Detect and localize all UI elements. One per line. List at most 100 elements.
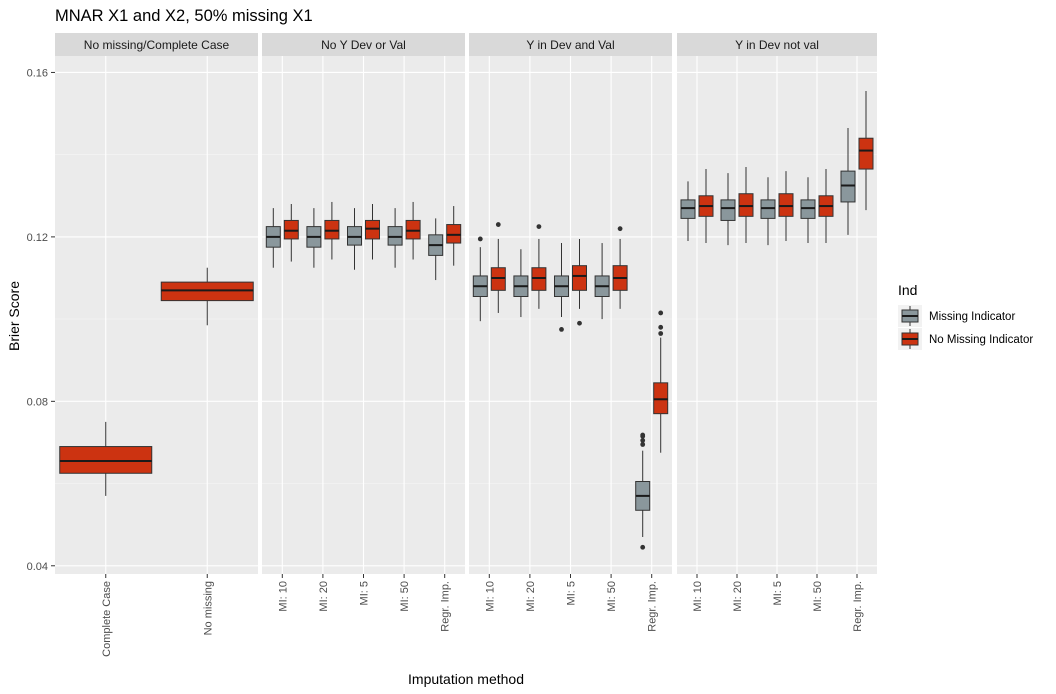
boxplot-mi: [513, 249, 529, 318]
x-tick-label: MI: 10: [484, 581, 496, 612]
facet-panel: Y in Dev and Val MI: 10 MI: 20 MI: 5 MI: 50 R…: [469, 33, 672, 632]
boxplot-nomi: [778, 171, 794, 241]
x-tick-label: MI: 20: [318, 581, 330, 612]
boxplot-nomi: [818, 169, 834, 244]
legend-entry-label: No Missing Indicator: [929, 334, 1033, 346]
boxplot-mi: [472, 236, 488, 322]
y-tick-label: 0.16: [27, 67, 48, 79]
boxplot-nomi: [572, 238, 587, 326]
facet-panel: No Y Dev or Val MI: 10 MI: 20 MI: 5 MI: 50 Re…: [262, 33, 465, 632]
outlier-point: [658, 310, 664, 316]
facet-strip-label: No Y Dev or Val: [321, 38, 406, 52]
x-tick-label: Complete Case: [101, 581, 113, 657]
outlier-point: [658, 324, 664, 330]
boxplot-mi: [265, 208, 281, 268]
x-tick-label: MI: 50: [606, 581, 618, 612]
box-iqr: [720, 199, 736, 221]
boxplot-mi: [347, 208, 362, 270]
box-iqr: [160, 281, 254, 302]
x-tick-label: MI: 5: [566, 581, 578, 605]
outlier-point: [640, 442, 646, 447]
boxplot-nomi: [160, 267, 254, 326]
boxplot-nomi: [405, 201, 421, 260]
y-tick-label: 0.04: [27, 561, 48, 573]
x-tick-label: MI: 20: [525, 581, 537, 612]
x-tick-label: No missing: [202, 581, 214, 635]
box-iqr: [840, 170, 856, 203]
outlier-point: [640, 437, 646, 443]
y-axis-title: Brier Score: [6, 281, 22, 351]
box-iqr: [778, 193, 794, 217]
outlier-point: [617, 226, 623, 232]
x-tick-label: MI: 5: [359, 581, 371, 605]
boxplot-mi: [840, 127, 856, 235]
boxplot-mi: [554, 243, 569, 332]
x-tick-label: MI: 10: [277, 581, 289, 612]
outlier-point: [658, 331, 664, 336]
boxplot-mi: [680, 181, 696, 241]
x-tick-label: MI: 10: [692, 581, 704, 612]
boxplot-nomi: [858, 90, 874, 211]
boxplot-nomi: [490, 222, 506, 313]
boxplot-nomi: [283, 204, 299, 262]
outlier-point: [559, 326, 564, 332]
boxplot-mi: [635, 432, 651, 550]
box-iqr: [446, 224, 462, 244]
box-iqr: [572, 265, 587, 291]
boxplot-nomi: [59, 421, 153, 496]
box-iqr: [490, 267, 506, 291]
chart-title: MNAR X1 and X2, 50% missing X1: [55, 7, 313, 25]
boxplot-nomi: [612, 226, 628, 309]
x-tick-label: MI: 5: [772, 581, 784, 605]
legend-entry-nomi: No Missing Indicator: [898, 328, 1033, 350]
box-iqr: [405, 219, 421, 240]
facet-panel: No missing/Complete Case Complete Case No …: [55, 33, 258, 657]
boxplot-nomi: [698, 169, 714, 244]
boxplot-mi: [428, 218, 444, 281]
boxplot-nomi: [365, 204, 380, 260]
outlier-point: [577, 320, 582, 326]
outlier-point: [477, 236, 483, 242]
facet-strip: [677, 33, 877, 56]
x-tick-label: MI: 20: [732, 581, 744, 612]
y-tick-label: 0.08: [27, 396, 48, 408]
x-tick-label: MI: 50: [812, 581, 824, 612]
boxplot-nomi: [531, 224, 547, 309]
legend-entries: Missing Indicator No Missing Indicator: [898, 305, 1033, 350]
x-tick-label: Regr. Imp.: [440, 581, 452, 632]
y-axis: 0.04 0.08 0.12 0.16: [27, 67, 55, 573]
y-tick-label: 0.12: [27, 232, 48, 244]
facet-strip-label: Y in Dev not val: [735, 38, 819, 52]
legend-entry-label: Missing Indicator: [929, 311, 1015, 323]
facet-strip: [469, 33, 672, 56]
box-iqr: [760, 199, 776, 219]
facet-strip-label: Y in Dev and Val: [526, 38, 614, 52]
outlier-point: [536, 224, 542, 230]
boxplot-nomi: [446, 206, 462, 266]
boxplot-nomi: [738, 167, 754, 244]
x-tick-label: Regr. Imp.: [647, 581, 659, 632]
box-iqr: [680, 199, 696, 219]
outlier-point: [495, 222, 501, 227]
facet-panels: No missing/Complete Case Complete Case No …: [55, 33, 877, 657]
outlier-point: [640, 544, 646, 550]
box-iqr: [365, 219, 380, 240]
boxplot-nomi: [653, 310, 669, 453]
box-iqr: [283, 219, 299, 240]
facet-strip-label: No missing/Complete Case: [84, 38, 230, 52]
box-iqr: [387, 226, 403, 246]
boxplot-mi: [594, 243, 610, 320]
x-axis-title: Imputation method: [408, 671, 524, 687]
box-iqr: [347, 226, 362, 246]
box-iqr: [800, 199, 816, 219]
panel-background: [55, 56, 258, 574]
x-tick-label: Regr. Imp.: [852, 581, 864, 632]
x-tick-label: MI: 50: [399, 581, 411, 612]
boxplot-mi: [720, 173, 736, 246]
box-iqr: [653, 382, 669, 415]
legend: Ind Missing Indicator No Missing Indicato…: [898, 282, 1033, 350]
legend-entry-mi: Missing Indicator: [898, 305, 1015, 327]
box-iqr: [531, 267, 547, 291]
boxplot-mi: [800, 177, 816, 244]
